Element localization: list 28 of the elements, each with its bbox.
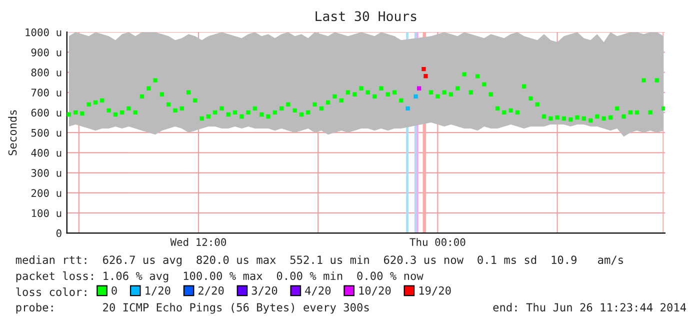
y-tick-label: 900 u — [31, 48, 62, 56]
chart-title: Last 30 Hours — [316, 11, 416, 22]
legend-label: 10/20 — [359, 286, 391, 296]
text: packet loss: 1.06 % avg 100.00 % max 0.00 % min 0.00 % now — [16, 271, 424, 282]
y-tick-label: 800 u — [31, 68, 62, 76]
y-tick-label: 500 u — [31, 128, 62, 137]
text: end: Thu Jun 26 11:23:44 2014 — [493, 302, 686, 312]
legend-label: 4/20 — [305, 286, 331, 296]
y-tick-label: 600 u — [31, 108, 62, 117]
x-tick-label: Wed 12:00 — [170, 238, 226, 246]
legend-label: 3/20 — [252, 286, 278, 296]
legend-label: 0 — [112, 286, 117, 295]
legend-label: 1/20 — [146, 286, 170, 296]
legend-label: 19/20 — [419, 286, 451, 296]
y-tick-label: 700 u — [31, 88, 62, 97]
point — [422, 66, 426, 72]
legend-title: loss color: — [16, 287, 86, 296]
y-tick-label: 400 u — [31, 148, 62, 157]
y-tick-label: 0 — [56, 229, 62, 238]
y-axis-title: Seconds — [8, 110, 17, 156]
y-tick-label: 200 u — [31, 189, 62, 197]
y-tick-label: 100 u — [32, 209, 62, 218]
text: median rtt: 626.7 us avg 820.0 us max 552.1 us min 620.3 us now 0.1 ms sd 10.9 am/s — [16, 255, 623, 266]
legend-label: 2/20 — [198, 286, 224, 296]
x-tick-label: Thu 00:00 — [410, 238, 466, 246]
y-tick-label: 1000 u — [26, 28, 62, 36]
text: probe: 20 ICMP Echo Pings (56 Bytes) every 300s — [16, 302, 369, 314]
y-tick-label: 300 u — [31, 169, 62, 177]
